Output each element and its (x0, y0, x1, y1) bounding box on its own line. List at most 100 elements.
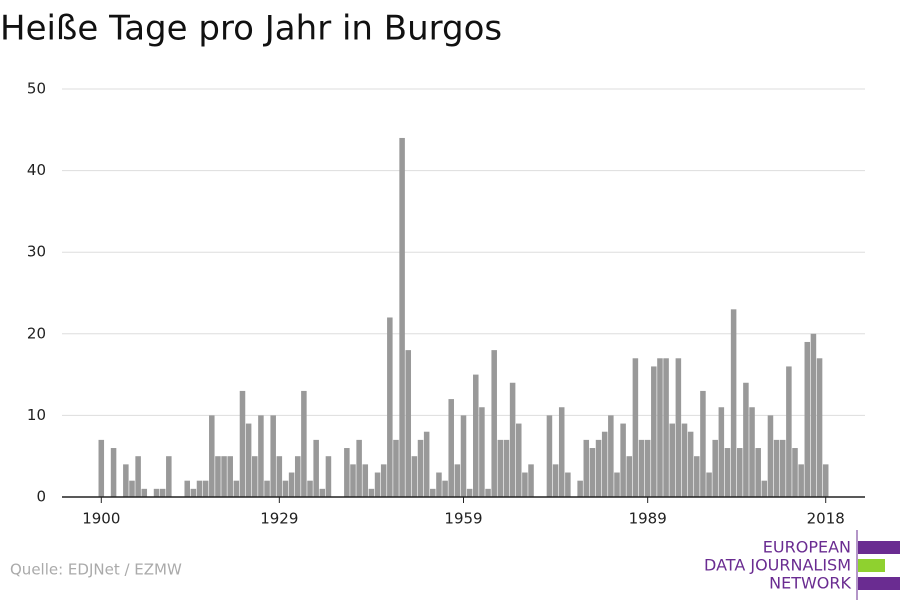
bar (166, 456, 172, 497)
bar (608, 415, 614, 497)
bar (687, 431, 694, 497)
bar (749, 407, 755, 497)
bar (583, 439, 590, 497)
logo-text: EUROPEAN (763, 538, 851, 557)
bar (657, 358, 663, 497)
bar (509, 382, 516, 497)
y-tick-label: 0 (36, 488, 46, 506)
bar (430, 488, 436, 497)
bar (288, 472, 295, 497)
bar (675, 358, 682, 497)
bar (380, 464, 387, 497)
bar (159, 488, 166, 497)
bar (202, 480, 209, 497)
bar (528, 464, 534, 497)
bar (552, 464, 559, 497)
bar (460, 415, 467, 497)
bar (736, 448, 743, 497)
bar (798, 464, 804, 497)
bar (294, 456, 301, 497)
x-tick-label: 1959 (444, 510, 482, 528)
bar (387, 317, 393, 497)
bar (264, 480, 270, 497)
bar (595, 439, 602, 497)
bar (344, 448, 350, 497)
bar (786, 366, 792, 497)
bar (405, 350, 412, 497)
bar (491, 350, 497, 497)
bar (282, 480, 289, 497)
bar (448, 399, 454, 497)
bar (374, 472, 381, 497)
bar (810, 333, 817, 497)
bar (601, 431, 608, 497)
bar (694, 456, 700, 497)
bar (313, 439, 319, 497)
x-tick-label: 1929 (260, 510, 298, 528)
y-tick-label: 40 (27, 161, 46, 179)
x-tick-label: 2018 (807, 510, 845, 528)
bar (503, 439, 510, 497)
bar (301, 390, 307, 497)
logo-bar (858, 577, 900, 590)
bar (577, 480, 583, 497)
bar (417, 439, 424, 497)
bar (522, 472, 528, 497)
bar (718, 407, 725, 497)
bar (546, 415, 553, 497)
bar (98, 439, 105, 497)
logo-text: NETWORK (769, 574, 851, 593)
bar (767, 415, 774, 497)
bar (755, 448, 761, 497)
bar (209, 415, 215, 497)
bar (681, 423, 688, 497)
bar (276, 456, 283, 497)
bar (135, 456, 141, 497)
bar (227, 456, 233, 497)
bar (565, 472, 571, 497)
bar (362, 464, 369, 497)
bar (669, 423, 675, 497)
bar (442, 480, 448, 497)
bar (184, 480, 191, 497)
bar (190, 488, 197, 497)
bar (368, 488, 375, 497)
bar (804, 341, 811, 497)
bar (730, 309, 737, 497)
bar (307, 480, 313, 497)
bar (816, 358, 823, 497)
bar (123, 464, 129, 497)
bar (436, 472, 442, 497)
bar (325, 456, 332, 497)
bar (792, 448, 798, 497)
bar (393, 439, 399, 497)
bar (141, 488, 148, 497)
bar (252, 456, 258, 497)
bar (773, 439, 780, 497)
bar (196, 480, 203, 497)
bar (822, 464, 829, 497)
bar (700, 390, 706, 497)
bar (632, 358, 639, 497)
logo-bar (858, 541, 900, 554)
bar (712, 439, 718, 497)
bar (644, 439, 651, 497)
bar (319, 488, 326, 497)
bar (558, 407, 565, 497)
y-tick-label: 20 (27, 324, 46, 342)
bar (153, 488, 160, 497)
bar (239, 390, 246, 497)
bar (245, 423, 252, 497)
bar (779, 439, 786, 497)
bar (743, 382, 749, 497)
bar (589, 448, 596, 497)
chart-title: Heiße Tage pro Jahr in Burgos (0, 9, 502, 49)
y-tick-label: 30 (27, 243, 46, 261)
bar (411, 456, 418, 497)
bar (724, 448, 731, 497)
bar (706, 472, 712, 497)
y-tick-label: 50 (27, 80, 46, 98)
bar (356, 439, 362, 497)
bar (614, 472, 620, 497)
